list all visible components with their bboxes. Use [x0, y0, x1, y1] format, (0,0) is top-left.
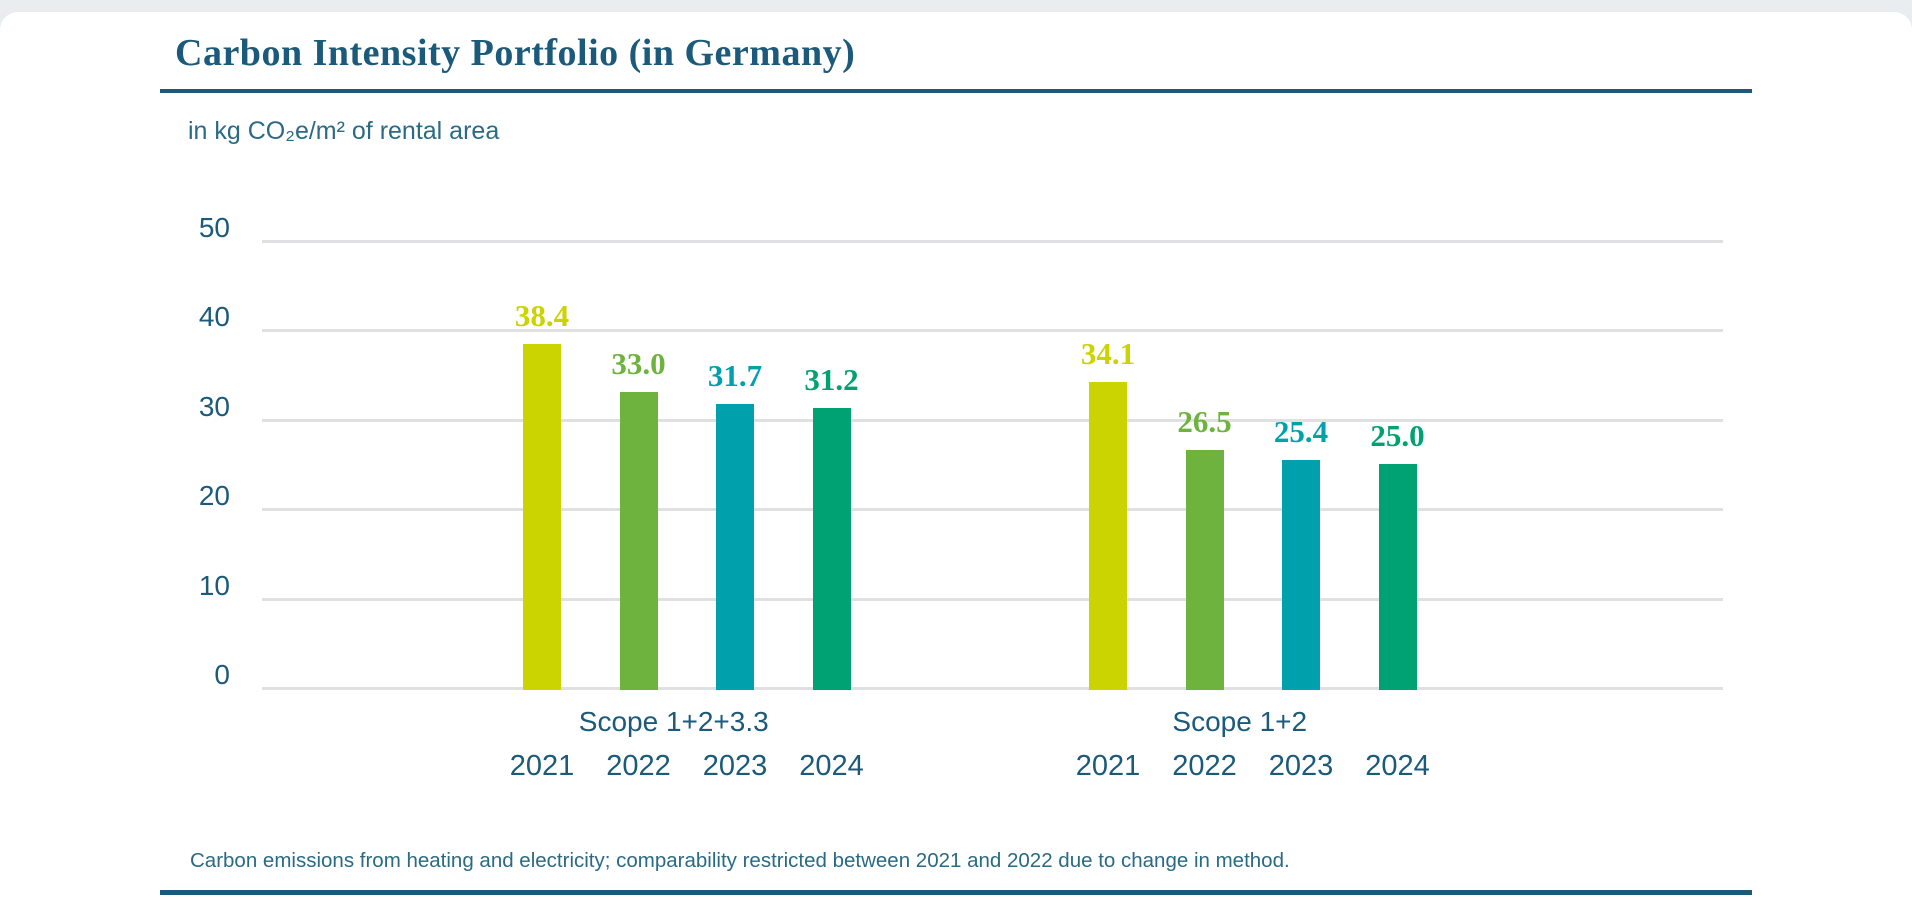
year-label: 2021: [1075, 750, 1141, 782]
bar-chart: 0 10 20 30 40 50 38.4 33.0 31.7 31.2 34.1 26.5 25.4 2…: [160, 213, 1752, 805]
gridline: [262, 329, 1723, 333]
bar: [1185, 450, 1224, 690]
bottom-divider: [160, 890, 1752, 895]
year-label: 2024: [799, 750, 864, 782]
bar-value-label: 33.0: [611, 345, 666, 381]
bar: [1378, 463, 1417, 690]
y-axis-tick-label: 10: [198, 569, 230, 601]
card-content: Carbon Intensity Portfolio (in Germany) …: [0, 12, 1912, 895]
y-axis-tick-label: 20: [198, 480, 230, 512]
gridline: [262, 687, 1723, 690]
plot-area: 0 10 20 30 40 50 38.4 33.0 31.7 31.2 34.1 26.5 25.4 2…: [199, 213, 1723, 690]
bar-value-label: 25.4: [1273, 413, 1329, 449]
bar: [523, 343, 561, 690]
year-label: 2021: [509, 750, 575, 782]
chart-unit-label: in kg CO₂e/m² of rental area: [188, 117, 500, 145]
y-axis-tick-label: 0: [214, 659, 230, 690]
title-divider: [160, 89, 1752, 93]
y-axis-tick-label: 30: [198, 390, 230, 422]
year-label: 2024: [1365, 750, 1430, 782]
bar: [1282, 459, 1320, 690]
scope-group-label: Scope 1+2+3.3: [578, 706, 769, 737]
y-axis-tick-label: 40: [198, 301, 230, 333]
x-axis-labels: 2021 2022 2023 2024 Scope 1+2+3.3 2021 2022 202…: [262, 690, 1723, 805]
y-axis-tick-label: 50: [198, 212, 230, 243]
bar-value-label: 31.7: [707, 357, 763, 393]
year-label: 2022: [1172, 750, 1237, 782]
gridline: [262, 508, 1723, 512]
bar-value-label: 25.0: [1370, 417, 1425, 453]
bar: [812, 408, 851, 690]
year-label: 2023: [1268, 750, 1334, 782]
gridline: [262, 240, 1723, 243]
page-title: Carbon Intensity Portfolio (in Germany): [175, 32, 856, 74]
year-label: 2023: [702, 750, 768, 782]
bar-value-label: 34.1: [1080, 336, 1136, 372]
scope-group-label: Scope 1+2: [1172, 706, 1308, 737]
bar: [619, 391, 658, 690]
year-label: 2022: [606, 750, 671, 782]
bar-value-label: 26.5: [1177, 404, 1232, 440]
gridline: [262, 597, 1723, 601]
gridline: [262, 418, 1723, 422]
chart-card: Carbon Intensity Portfolio (in Germany) …: [0, 12, 1912, 918]
bar-value-label: 38.4: [514, 297, 570, 333]
bar-value-label: 31.2: [804, 362, 859, 398]
bar: [716, 403, 754, 690]
bar: [1089, 382, 1127, 690]
chart-footnote: Carbon emissions from heating and electr…: [190, 849, 1290, 872]
